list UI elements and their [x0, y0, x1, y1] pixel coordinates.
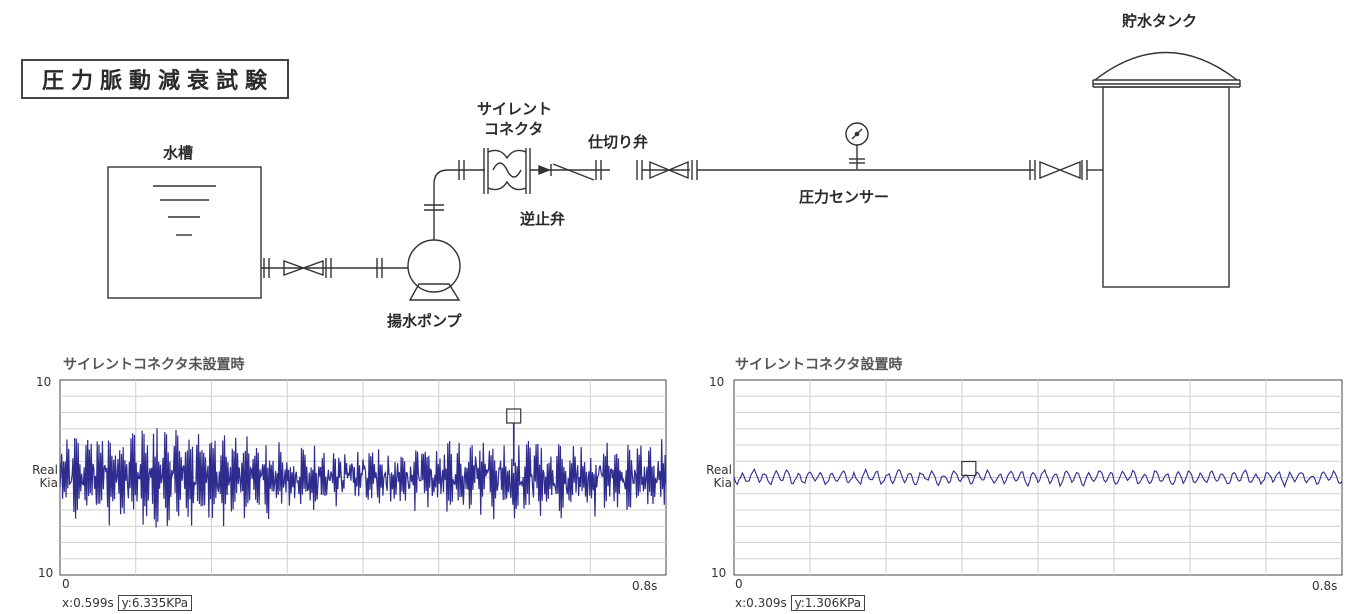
silent-connector-label-1: サイレント — [477, 100, 553, 118]
chart2-plot — [733, 379, 1343, 576]
water-tank — [107, 166, 262, 299]
check-valve-label: 逆止弁 — [520, 210, 566, 228]
gate-valve-3-icon — [1039, 160, 1081, 180]
chart1-title: サイレントコネクタ未設置時 — [63, 357, 245, 373]
chart2-cursor-marker — [961, 460, 977, 477]
chart1-ylabel-line1: Real — [32, 463, 58, 477]
chart1-readout-y: y:6.335KPa — [117, 595, 193, 611]
pressure-gauge-icon — [845, 122, 869, 146]
chart1-ylabel-line2: Kia — [39, 476, 58, 490]
check-valve-icon — [538, 164, 551, 176]
gate-valve-2-icon — [649, 160, 689, 180]
chart1-ybottom: 10 — [38, 566, 54, 580]
chart1-xend: 0.8s — [632, 579, 658, 593]
water-tank-label: 水槽 — [163, 144, 194, 162]
gate-valve-icon — [283, 260, 324, 276]
gate-valve-label: 仕切り弁 — [588, 133, 649, 151]
chart2-ylabel: Real Kia — [692, 464, 732, 490]
chart1-ytop: 10 — [36, 375, 52, 389]
chart2-title: サイレントコネクタ設置時 — [735, 357, 903, 373]
chart2-ylabel-line2: Kia — [713, 476, 732, 490]
storage-tank-label: 貯水タンク — [1122, 12, 1198, 30]
chart1-readout: x:0.599s y:6.335KPa — [62, 595, 193, 611]
chart1-xstart: 0 — [62, 577, 70, 591]
piping-diagram — [107, 51, 1241, 301]
chart1-readout-x: x:0.599s — [62, 596, 114, 610]
chart2-xstart: 0 — [735, 577, 743, 591]
chart2-ylabel-line1: Real — [706, 463, 732, 477]
pump-label: 揚水ポンプ — [387, 312, 462, 330]
chart1-series-line — [59, 428, 667, 528]
chart2-series-line — [733, 467, 1343, 489]
chart2-xend: 0.8s — [1312, 579, 1338, 593]
chart2-readout: x:0.309s y:1.306KPa — [735, 595, 866, 611]
chart2-ybottom: 10 — [711, 566, 727, 580]
silent-connector-label-2: コネクタ — [484, 120, 544, 138]
chart2-readout-x: x:0.309s — [735, 596, 787, 610]
chart1-plot — [59, 379, 667, 576]
storage-tank — [1102, 86, 1230, 288]
chart1-ylabel: Real Kia — [18, 464, 58, 490]
pressure-sensor-label: 圧力センサー — [799, 188, 890, 206]
page-title: 圧力脈動減衰試験 — [21, 59, 289, 99]
chart2-readout-y: y:1.306KPa — [790, 595, 866, 611]
chart2-ytop: 10 — [709, 375, 725, 389]
